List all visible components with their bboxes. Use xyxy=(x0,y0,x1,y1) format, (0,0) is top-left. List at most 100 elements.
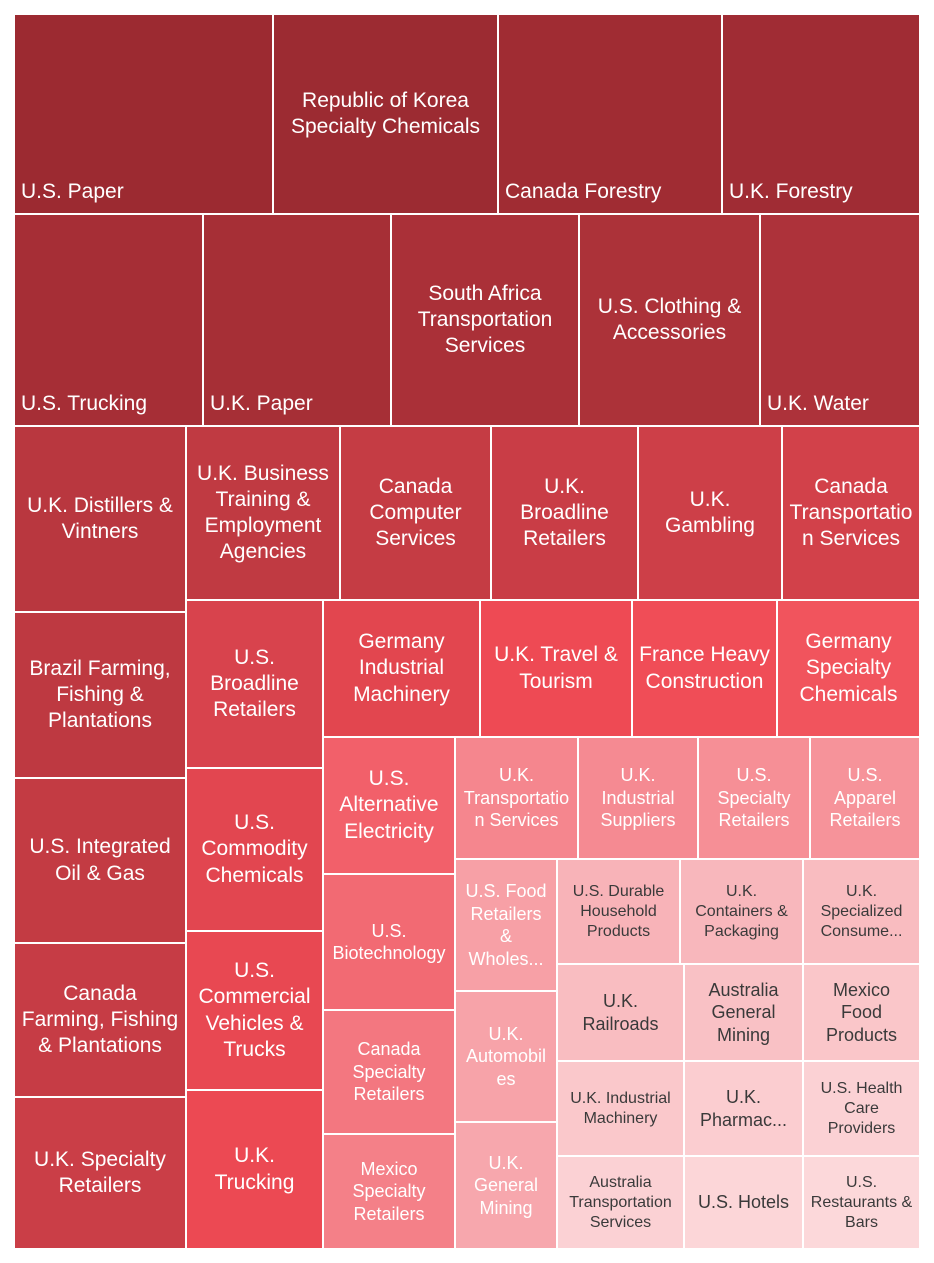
treemap-tile-u-s-commercial-vehicles-and-trucks: U.S. Commercial Vehicles & Trucks xyxy=(186,931,323,1090)
treemap-tile-label: U.K. General Mining xyxy=(473,1152,539,1218)
treemap-tile-label: U.K. Gambling xyxy=(665,487,755,537)
treemap-tile-label: Brazil Farming, Fishing & Plantations xyxy=(29,656,171,733)
treemap-tile-label: U.K. Trucking xyxy=(214,1144,295,1194)
treemap-tile-u-k-industrial-machinery: U.K. Industrial Machinery xyxy=(557,1061,684,1156)
treemap-tile-u-s-durable-household-products: U.S. Durable Household Products xyxy=(557,859,680,964)
treemap-tile-u-s-trucking: U.S. Trucking xyxy=(14,214,203,426)
treemap-tile-u-s-apparel-retailers: U.S. Apparel Retailers xyxy=(810,737,920,859)
treemap-tile-label: U.K. Business Training & Employment Agen… xyxy=(197,461,329,564)
treemap-tile-label: U.S. Hotels xyxy=(697,1192,790,1213)
treemap-tile-u-k-containers-and-packaging: U.K. Containers & Packaging xyxy=(680,859,803,964)
treemap-tile-label: Republic of Korea Specialty Chemicals xyxy=(290,88,481,138)
treemap-tile-label: U.S. Broadline Retailers xyxy=(210,645,299,722)
treemap-tile-label: U.K. Industrial Suppliers xyxy=(600,765,676,831)
treemap-tile-canada-forestry: Canada Forestry xyxy=(498,14,722,214)
treemap-tile-u-k-travel-and-tourism: U.K. Travel & Tourism xyxy=(480,600,632,737)
treemap-tile-canada-computer-services: Canada Computer Services xyxy=(340,426,491,600)
treemap-tile-label: U.S. Integrated Oil & Gas xyxy=(29,835,171,885)
treemap-tile-label: U.K. Pharmac... xyxy=(699,1087,788,1130)
treemap-tile-u-k-water: U.K. Water xyxy=(760,214,920,426)
treemap-tile-label: Canada Forestry xyxy=(505,179,662,203)
treemap-tile-label: U.S. Health Care Providers xyxy=(820,1079,903,1137)
treemap-tile-u-s-health-care-providers: U.S. Health Care Providers xyxy=(803,1061,920,1156)
treemap-tile-label: Canada Specialty Retailers xyxy=(352,1039,426,1105)
treemap-tile-u-s-commodity-chemicals: U.S. Commodity Chemicals xyxy=(186,768,323,931)
treemap-tile-mexico-food-products: Mexico Food Products xyxy=(803,964,920,1061)
treemap-tile-u-s-food-retailers-and-wholes: U.S. Food Retailers & Wholes... xyxy=(455,859,557,991)
treemap-tile-u-k-forestry: U.K. Forestry xyxy=(722,14,920,214)
treemap-tile-label: U.S. Commodity Chemicals xyxy=(201,811,308,887)
treemap-tile-australia-transportation-services: Australia Transportation Services xyxy=(557,1156,684,1249)
treemap-tile-label: U.S. Food Retailers & Wholes... xyxy=(465,881,547,969)
treemap-tile-label: U.K. Travel & Tourism xyxy=(494,643,618,693)
treemap-tile-label: U.K. Paper xyxy=(210,391,313,415)
treemap-tile-label: U.S. Apparel Retailers xyxy=(829,765,901,831)
treemap-tile-u-k-specialty-retailers: U.K. Specialty Retailers xyxy=(14,1097,186,1249)
treemap-tile-canada-farming-fishing-and-plantations: Canada Farming, Fishing & Plantations xyxy=(14,943,186,1097)
treemap-tile-u-s-paper: U.S. Paper xyxy=(14,14,273,214)
treemap-tile-france-heavy-construction: France Heavy Construction xyxy=(632,600,777,737)
treemap-tile-label: U.K. Broadline Retailers xyxy=(520,474,609,551)
treemap-tile-u-s-specialty-retailers: U.S. Specialty Retailers xyxy=(698,737,810,859)
treemap-tile-u-s-clothing-and-accessories: U.S. Clothing & Accessories xyxy=(579,214,760,426)
treemap-tile-label: Mexico Specialty Retailers xyxy=(352,1158,426,1224)
treemap-tile-label: France Heavy Construction xyxy=(639,643,770,693)
treemap-tile-u-k-distillers-and-vintners: U.K. Distillers & Vintners xyxy=(14,426,186,612)
treemap-tile-u-k-trucking: U.K. Trucking xyxy=(186,1090,323,1249)
treemap-tile-u-k-industrial-suppliers: U.K. Industrial Suppliers xyxy=(578,737,698,859)
treemap-tile-u-k-specialized-consume: U.K. Specialized Consume... xyxy=(803,859,920,964)
treemap-tile-u-s-integrated-oil-and-gas: U.S. Integrated Oil & Gas xyxy=(14,778,186,943)
treemap-tile-u-s-restaurants-and-bars: U.S. Restaurants & Bars xyxy=(803,1156,920,1249)
treemap-tile-mexico-specialty-retailers: Mexico Specialty Retailers xyxy=(323,1134,455,1249)
treemap-tile-label: U.S. Biotechnology xyxy=(332,920,446,964)
treemap-tile-label: South Africa Transportation Services xyxy=(417,281,553,358)
treemap-tile-label: U.K. Automobiles xyxy=(465,1023,547,1089)
treemap-tile-label: U.K. Specialized Consume... xyxy=(820,882,903,940)
treemap-tile-u-k-general-mining: U.K. General Mining xyxy=(455,1122,557,1249)
treemap-tile-label: U.S. Specialty Retailers xyxy=(717,765,791,831)
treemap-tile-label: U.K. Railroads xyxy=(582,991,659,1034)
treemap-tile-label: U.K. Distillers & Vintners xyxy=(27,493,173,543)
treemap-tile-u-k-railroads: U.K. Railroads xyxy=(557,964,684,1061)
treemap-tile-label: U.S. Clothing & Accessories xyxy=(597,294,742,344)
treemap-tile-label: U.S. Trucking xyxy=(21,391,148,415)
treemap-tile-u-k-broadline-retailers: U.K. Broadline Retailers xyxy=(491,426,638,600)
treemap-tile-u-s-biotechnology: U.S. Biotechnology xyxy=(323,874,455,1010)
treemap-tile-germany-specialty-chemicals: Germany Specialty Chemicals xyxy=(777,600,920,737)
treemap-tile-germany-industrial-machinery: Germany Industrial Machinery xyxy=(323,600,480,737)
treemap-tile-u-k-business-training-and-employment-agencies: U.K. Business Training & Employment Agen… xyxy=(186,426,340,600)
treemap-tile-label: U.K. Transportation Services xyxy=(463,765,570,831)
treemap-tile-label: Canada Computer Services xyxy=(369,474,462,551)
treemap-tile-brazil-farming-fishing-and-plantations: Brazil Farming, Fishing & Plantations xyxy=(14,612,186,778)
treemap-tile-label: Canada Farming, Fishing & Plantations xyxy=(21,981,179,1058)
treemap-tile-republic-of-korea-specialty-chemicals: Republic of Korea Specialty Chemicals xyxy=(273,14,498,214)
treemap-tile-australia-general-mining: Australia General Mining xyxy=(684,964,803,1061)
treemap-tile-label: U.K. Forestry xyxy=(729,179,853,203)
treemap-tile-u-k-gambling: U.K. Gambling xyxy=(638,426,782,600)
treemap-tile-label: U.S. Restaurants & Bars xyxy=(810,1173,913,1231)
treemap-tile-label: U.S. Durable Household Products xyxy=(572,882,665,940)
treemap-tile-label: U.K. Containers & Packaging xyxy=(695,882,788,940)
treemap-tile-u-s-hotels: U.S. Hotels xyxy=(684,1156,803,1249)
treemap-tile-label: Germany Industrial Machinery xyxy=(353,630,450,706)
treemap-tile-label: U.K. Water xyxy=(767,391,869,415)
treemap-tile-label: Mexico Food Products xyxy=(825,979,898,1045)
treemap-tile-canada-specialty-retailers: Canada Specialty Retailers xyxy=(323,1010,455,1134)
treemap-tile-u-k-paper: U.K. Paper xyxy=(203,214,391,426)
treemap-tile-u-k-transportation-services: U.K. Transportation Services xyxy=(455,737,578,859)
treemap-tile-u-k-pharmac: U.K. Pharmac... xyxy=(684,1061,803,1156)
treemap-tile-label: U.S. Alternative Electricity xyxy=(339,767,439,843)
treemap-tile-label: U.S. Paper xyxy=(21,179,124,203)
treemap-tile-u-s-alternative-electricity: U.S. Alternative Electricity xyxy=(323,737,455,874)
treemap-tile-u-s-broadline-retailers: U.S. Broadline Retailers xyxy=(186,600,323,768)
treemap-tile-label: U.K. Specialty Retailers xyxy=(34,1147,166,1197)
treemap-tile-south-africa-transportation-services: South Africa Transportation Services xyxy=(391,214,579,426)
treemap-tile-label: Canada Transportation Services xyxy=(789,474,913,551)
treemap-tile-label: Australia General Mining xyxy=(708,979,779,1045)
treemap-tile-label: Australia Transportation Services xyxy=(569,1173,672,1231)
treemap-tile-u-k-automobiles: U.K. Automobiles xyxy=(455,991,557,1122)
treemap-tile-label: Germany Specialty Chemicals xyxy=(799,630,898,706)
treemap-tile-label: U.K. Industrial Machinery xyxy=(570,1089,671,1127)
treemap-tile-canada-transportation-services: Canada Transportation Services xyxy=(782,426,920,600)
